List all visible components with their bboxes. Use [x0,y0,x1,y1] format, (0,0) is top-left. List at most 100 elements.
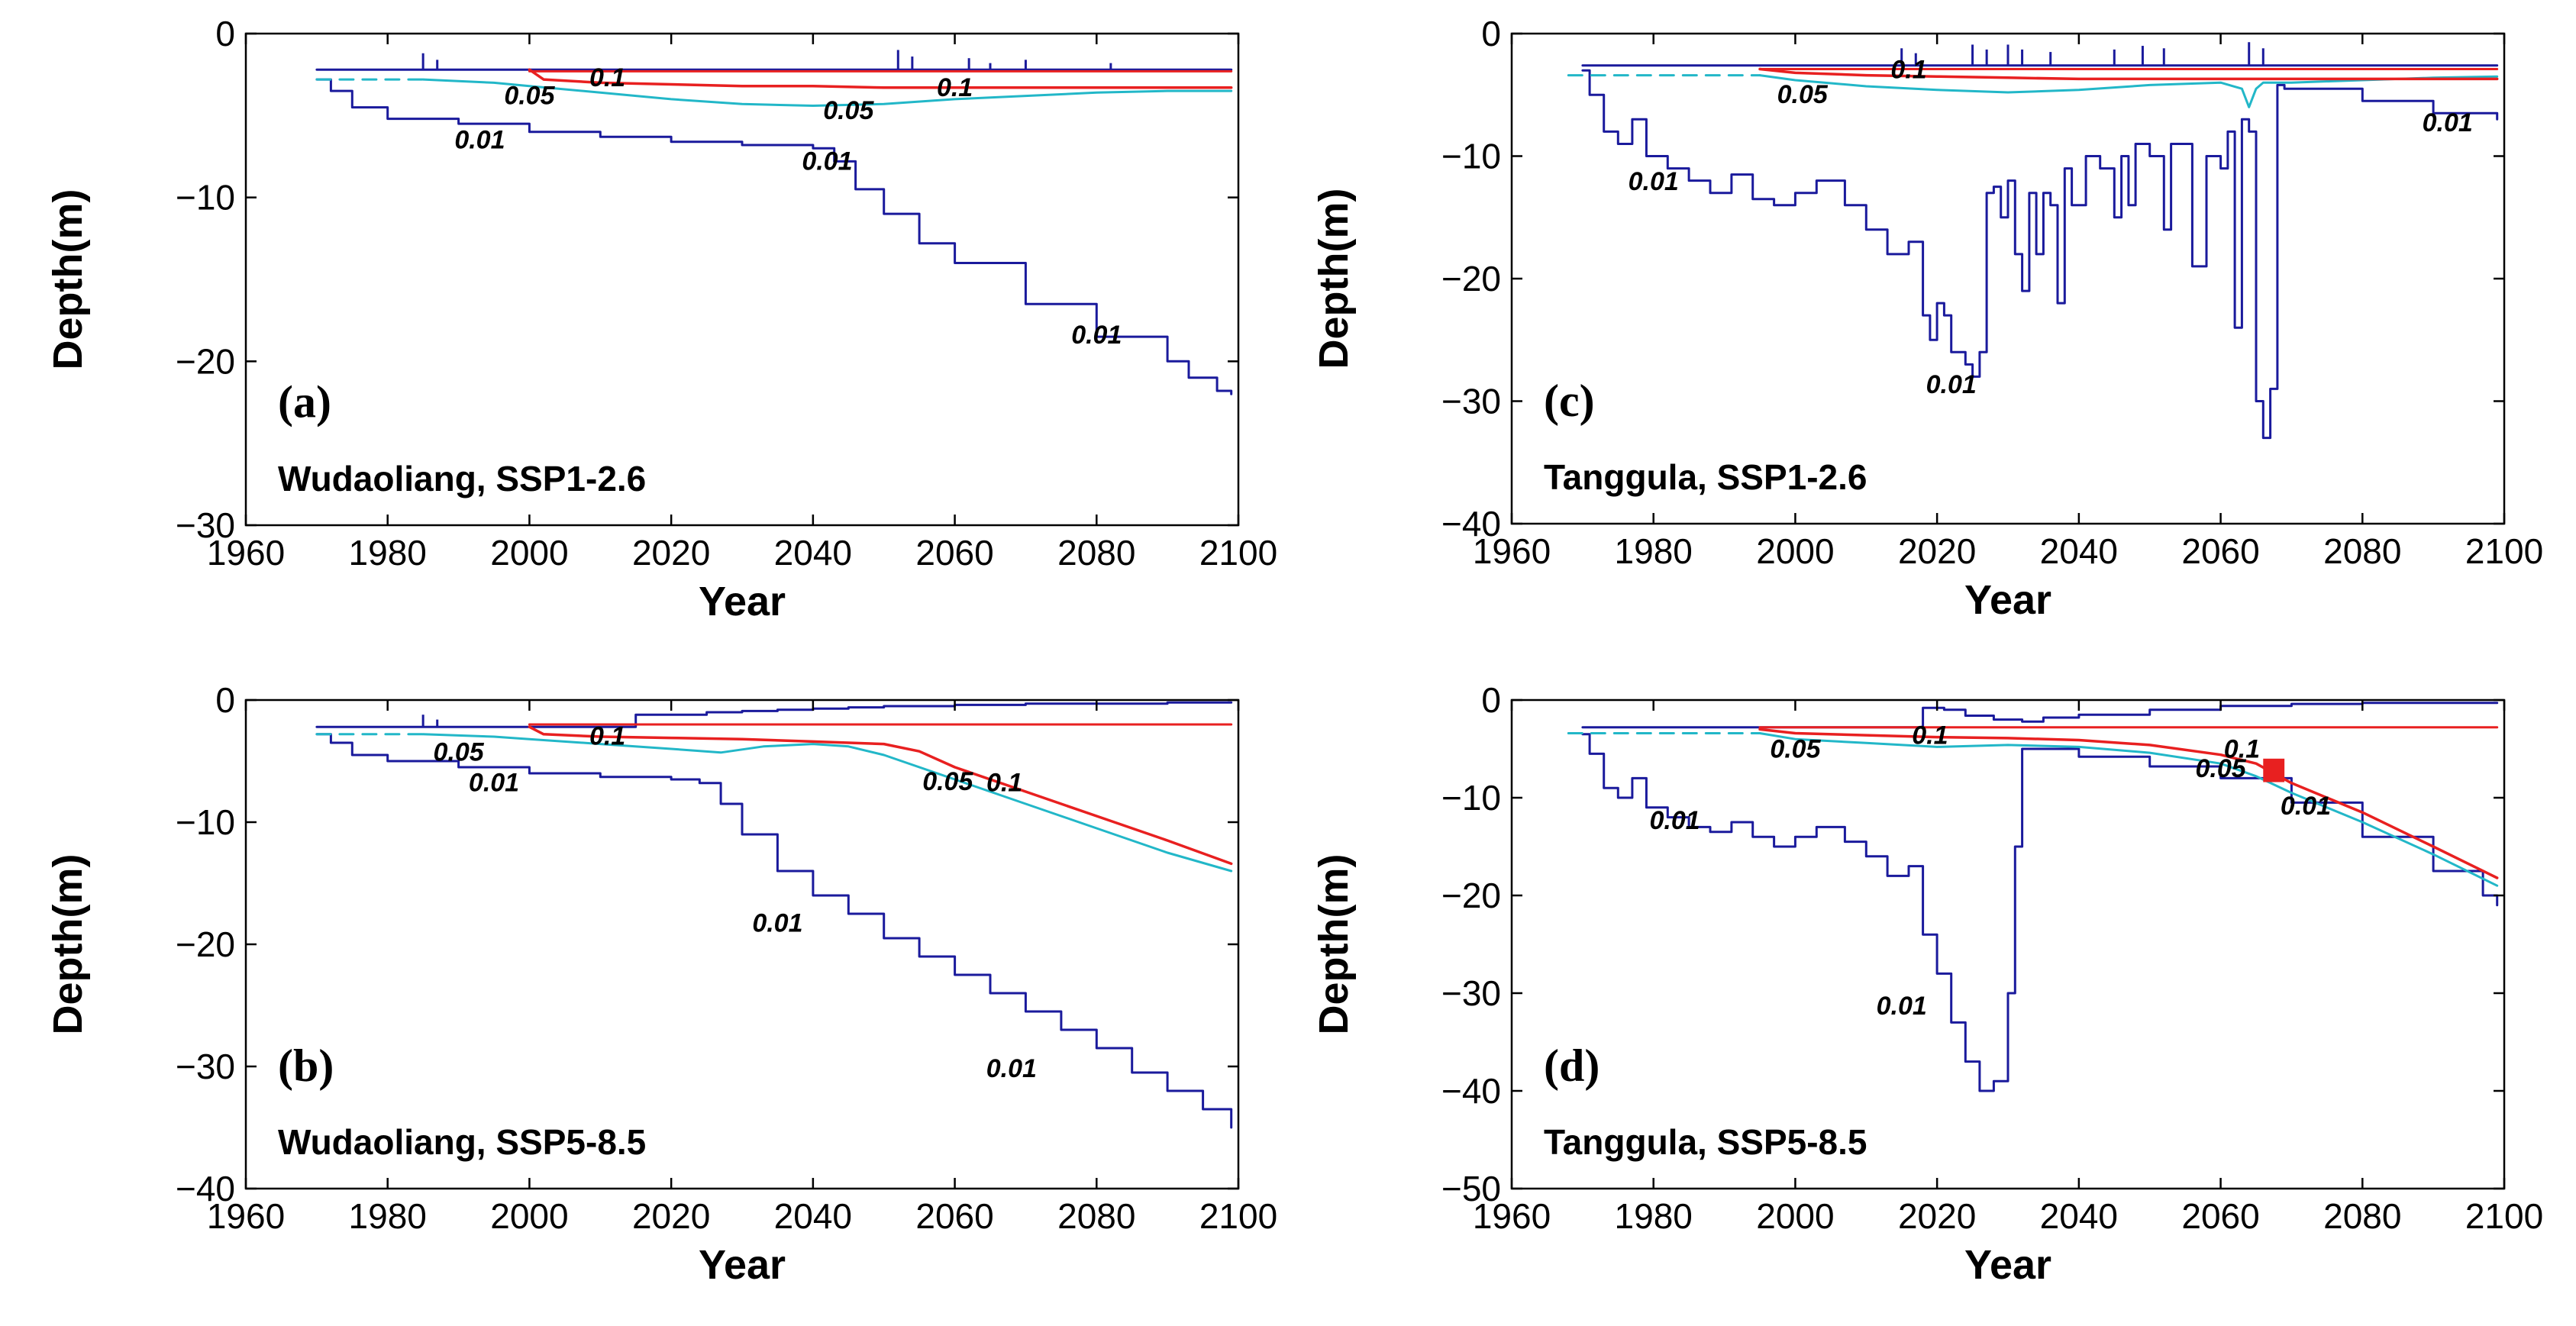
contour-label: 0.05 [922,767,973,796]
panel-caption: Wudaoliang, SSP5-8.5 [278,1122,646,1162]
contour-label: 0.05 [823,96,874,125]
contour-label: 0.01 [1926,370,1977,399]
series-line-2 [421,78,1233,107]
x-axis-title: Year [699,1242,786,1288]
x-tick-label: 2080 [2323,531,2401,571]
x-axis-title: Year [1964,577,2051,623]
y-tick-label: −10 [176,802,235,842]
x-tick-label: 2000 [1756,531,1834,571]
y-tick-label: −30 [1441,973,1501,1013]
y-tick-label: −30 [176,505,235,545]
panel-caption: Tanggula, SSP1-2.6 [1544,457,1867,497]
series-line-1 [315,701,1233,728]
y-tick-label: 0 [215,680,235,720]
contour-label: 0.05 [1777,80,1829,109]
x-tick-label: 1980 [349,1196,427,1236]
y-axis-title: Depth(m) [45,854,91,1035]
series-line-2 [1758,732,2499,887]
series-line-4 [528,725,1233,866]
panel-letter: (a) [278,376,331,427]
series-line-0 [1581,733,2499,1092]
x-tick-label: 2100 [2465,531,2543,571]
panel-letter: (c) [1544,376,1595,426]
plot-frame [1510,32,2506,525]
x-tick-label: 2040 [774,533,852,573]
x-tick-label: 2020 [632,533,710,573]
x-tick-label: 2000 [1756,1196,1834,1236]
contour-label: 0.01 [469,768,519,797]
series-line-4 [1758,728,2499,879]
plot-frame [244,698,1240,1190]
y-tick-label: 0 [1481,680,1501,720]
red-block-0 [2263,758,2285,782]
x-tick-label: 2080 [1057,1196,1135,1236]
x-axis-title: Year [699,579,786,624]
x-tick-label: 1960 [1473,531,1551,571]
x-tick-label: 2060 [2181,1196,2259,1236]
x-tick-label: 2040 [2040,531,2118,571]
contour-label: 0.01 [1629,167,1679,196]
x-tick-label: 2020 [1898,531,1976,571]
series-line-4 [1758,67,2499,81]
x-axis-title: Year [1964,1242,2051,1288]
y-tick-label: −30 [176,1047,235,1086]
panel-caption: Wudaoliang, SSP1-2.6 [278,459,646,498]
contour-label: 0.01 [752,908,802,937]
series-line-0 [315,78,1233,395]
contour-label: 0.05 [504,82,555,111]
y-tick-label: −40 [176,1169,235,1208]
y-tick-label: −20 [176,341,235,381]
contour-label: 0.1 [937,73,973,102]
contour-label: 0.1 [589,63,625,92]
x-tick-label: 2040 [2040,1196,2118,1236]
contour-label: 0.1 [589,722,625,751]
x-tick-label: 1960 [1473,1196,1551,1236]
contour-label: 0.05 [433,737,484,766]
x-tick-label: 2000 [490,1196,568,1236]
y-axis-title: Depth(m) [45,189,91,370]
x-tick-label: 2000 [490,533,568,573]
x-tick-label: 1980 [349,533,427,573]
x-tick-label: 2060 [915,533,993,573]
x-tick-label: 2020 [632,1196,710,1236]
x-tick-label: 2100 [1199,1196,1277,1236]
y-tick-label: −20 [1441,259,1501,298]
contour-label: 0.01 [1877,992,1927,1021]
contour-label: 0.01 [802,147,852,176]
contour-label: 0.1 [1912,721,1948,750]
contour-label: 0.01 [2281,792,2331,821]
series-line-0 [315,733,1233,1129]
contour-label: 0.01 [454,126,505,155]
plot-area [1567,42,2499,440]
x-tick-label: 2080 [1057,533,1135,573]
x-tick-label: 1980 [1615,1196,1693,1236]
y-tick-label: −40 [1441,504,1501,544]
contour-label: 0.05 [2195,754,2246,783]
series-line-0 [1581,69,2499,440]
y-tick-label: 0 [215,14,235,53]
x-tick-label: 2060 [2181,531,2259,571]
x-tick-label: 2080 [2323,1196,2401,1236]
contour-label: 0.1 [1890,56,1926,85]
x-tick-label: 2060 [915,1196,993,1236]
panel-letter: (d) [1544,1040,1600,1091]
panel-caption: Tanggula, SSP5-8.5 [1544,1122,1867,1162]
x-tick-label: 1980 [1615,531,1693,571]
plot-area [1567,702,2499,1092]
contour-label: 0.01 [1071,321,1122,350]
y-tick-label: −10 [1441,778,1501,818]
y-tick-label: 0 [1481,14,1501,53]
plot-area [315,701,1233,1129]
y-tick-label: −10 [176,178,235,218]
y-tick-label: −50 [1441,1169,1501,1208]
panel-letter: (b) [278,1040,334,1091]
x-tick-label: 2100 [2465,1196,2543,1236]
y-tick-label: −10 [1441,137,1501,176]
x-tick-label: 2020 [1898,1196,1976,1236]
panel-a: 0.1 0.1 0.05 0.05 0.01 0.01 0.01 1960 1980 2000 20… [45,14,1277,624]
x-tick-label: 1960 [207,533,285,573]
y-tick-label: −20 [1441,876,1501,915]
contour-label: 0.01 [1649,806,1700,835]
